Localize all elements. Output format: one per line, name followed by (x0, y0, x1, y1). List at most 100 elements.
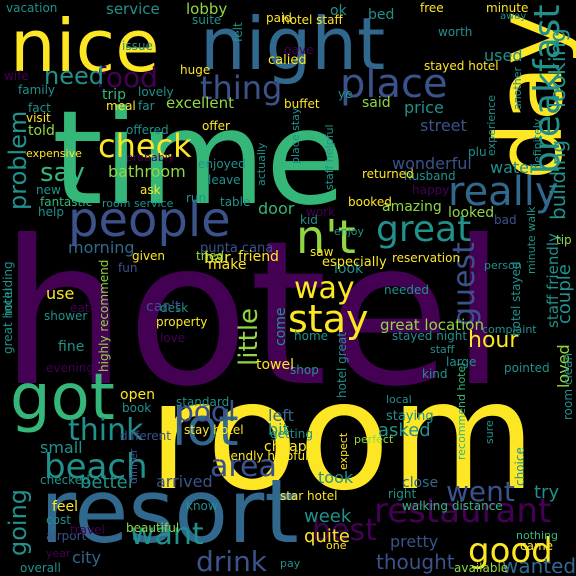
word-minute: minute (486, 1, 529, 15)
word-ok: ok (330, 3, 347, 19)
word-nothing: nothing (516, 529, 558, 542)
word-local: local (386, 393, 412, 406)
word-highly-recommend: highly recommend (97, 259, 111, 372)
word-stayed-night: stayed night (392, 329, 468, 343)
word-price: price (404, 98, 444, 117)
word-arrived: arrived (156, 472, 213, 491)
word-used: used (484, 46, 523, 65)
word-wanted: wanted (502, 554, 576, 576)
word-overall: overall (20, 561, 61, 575)
word-experience: experience (485, 95, 498, 156)
word-punta-cana: punta cana (200, 241, 274, 256)
word-can-t: can't (146, 299, 181, 315)
word-service: service (106, 0, 160, 18)
word-actually: actually (255, 142, 268, 186)
word-enjoy: enjoy (334, 225, 365, 238)
word-look: look (334, 261, 364, 277)
word-complaint: complaint (482, 323, 537, 336)
word-one: one (326, 539, 347, 552)
word-leave: leave (208, 173, 241, 187)
word-stay-hotel: stay hotel (184, 423, 244, 437)
word-good: good (468, 531, 553, 571)
word-beautiful: beautiful (126, 521, 180, 535)
word-fantastic: fantastic (40, 195, 93, 209)
word-gave: gave (284, 43, 314, 57)
word-shop: shop (290, 363, 319, 377)
word-got: got (10, 361, 115, 435)
word-try: try (534, 482, 560, 503)
word-issue: issue (122, 39, 153, 53)
word-recommend-hotel: recommend hotel (455, 362, 468, 460)
word-looked: looked (448, 205, 495, 221)
word-free: free (420, 1, 444, 15)
word-wonderful: wonderful (392, 154, 472, 173)
word-trip: trip (102, 87, 127, 103)
word-pretty: pretty (390, 532, 439, 551)
word-saw: saw (310, 245, 334, 259)
word-staff-helpful: staff helpful (323, 124, 336, 190)
word-ask: ask (140, 183, 161, 197)
word-really: really (448, 169, 559, 215)
word-told: told (28, 123, 55, 139)
word-desk: desk (160, 301, 189, 315)
word-bed: bed (368, 7, 395, 23)
word-pointed: pointed (504, 361, 550, 375)
word-called: called (268, 53, 307, 68)
word-far: far (138, 99, 155, 113)
word-better: better (80, 472, 136, 493)
word-meal: meal (106, 99, 136, 113)
word-huge: huge (180, 63, 211, 77)
word-away: away (500, 11, 527, 22)
word-great-location: great location (380, 316, 484, 334)
word-enjoyed: enjoyed (198, 157, 246, 171)
word-shower: shower (44, 309, 88, 323)
word-ye: ye (338, 87, 353, 101)
word-wife: wife (4, 69, 29, 83)
word-given: given (132, 249, 166, 263)
word-hour: hour (468, 328, 519, 353)
word-come: come (273, 307, 289, 346)
word-couple: couple (554, 264, 575, 324)
word-said: said (362, 95, 391, 111)
word-great: great (376, 209, 472, 250)
word-year: year (46, 547, 71, 560)
word-resort: resort (40, 460, 299, 563)
word-evening: evening (46, 361, 95, 375)
word-plu: plu (468, 145, 487, 159)
word-room: room (148, 350, 537, 524)
word-property: property (156, 315, 208, 329)
word-another: another (511, 66, 524, 110)
word-bad: bad (494, 213, 517, 227)
word-excellent: excellent (166, 94, 235, 112)
word-worth: worth (438, 25, 473, 39)
word-looking: looking (546, 28, 571, 108)
word-asked: asked (378, 420, 431, 441)
word-time: time (52, 82, 346, 234)
word-say: say (40, 158, 85, 188)
word-different: different (120, 429, 171, 443)
word-sure: sure (483, 420, 496, 444)
word-food: food (96, 61, 158, 94)
word-felt: felt (231, 22, 245, 42)
word-lot: lot (172, 398, 239, 458)
word-person: person (484, 259, 522, 272)
word-minute-walk: minute walk (525, 206, 538, 274)
word-came: came (520, 539, 554, 553)
word-going: going (4, 488, 32, 556)
word-door: door (258, 199, 295, 218)
word-probably: probably (126, 151, 175, 164)
word-area: area (210, 449, 277, 484)
word-visit: visit (26, 111, 51, 125)
word-room-clean: room clean (561, 352, 575, 420)
word-standard: standard (176, 395, 230, 409)
word-airport: airport (46, 529, 87, 543)
word-fact: fact (28, 101, 51, 115)
word-needed: needed (384, 283, 429, 297)
word-home: home (294, 329, 329, 343)
word-left: left (268, 406, 294, 425)
word-pay: pay (280, 557, 301, 570)
word-restaurant: restaurant (374, 491, 552, 531)
word-reservation: reservation (392, 251, 461, 265)
word-friendly-helpful: friendly helpful (218, 449, 309, 463)
